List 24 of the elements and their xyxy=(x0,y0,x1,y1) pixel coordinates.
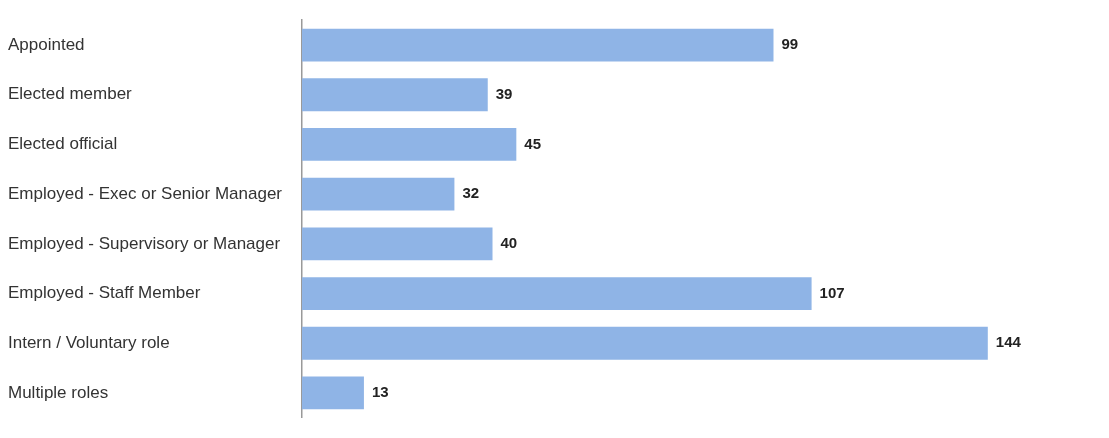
y-tick-label: Elected member xyxy=(8,84,133,104)
bar xyxy=(302,376,364,410)
y-tick-label: Appointed xyxy=(8,34,85,54)
data-label: 107 xyxy=(819,283,845,301)
bar xyxy=(302,78,488,112)
y-tick-label: Employed - Supervisory or Manager xyxy=(8,233,281,253)
y-tick-label: Employed - Exec or Senior Manager xyxy=(8,183,283,203)
data-label: 39 xyxy=(495,84,513,102)
bar xyxy=(302,277,812,310)
data-label: 144 xyxy=(995,333,1022,351)
data-label: 45 xyxy=(524,134,542,152)
bar xyxy=(302,28,774,62)
data-label: 99 xyxy=(781,35,799,53)
y-tick-label: Elected official xyxy=(8,134,118,154)
bar xyxy=(302,128,517,161)
bar xyxy=(302,326,988,360)
bar xyxy=(302,227,493,261)
bar xyxy=(302,177,455,211)
y-tick-label: Employed - Staff Member xyxy=(8,283,201,303)
y-tick-label: Intern / Voluntary role xyxy=(8,332,170,352)
data-label: 32 xyxy=(462,184,480,202)
data-label: 40 xyxy=(500,233,518,251)
data-label: 13 xyxy=(371,383,389,401)
y-tick-label: Multiple roles xyxy=(8,382,109,402)
